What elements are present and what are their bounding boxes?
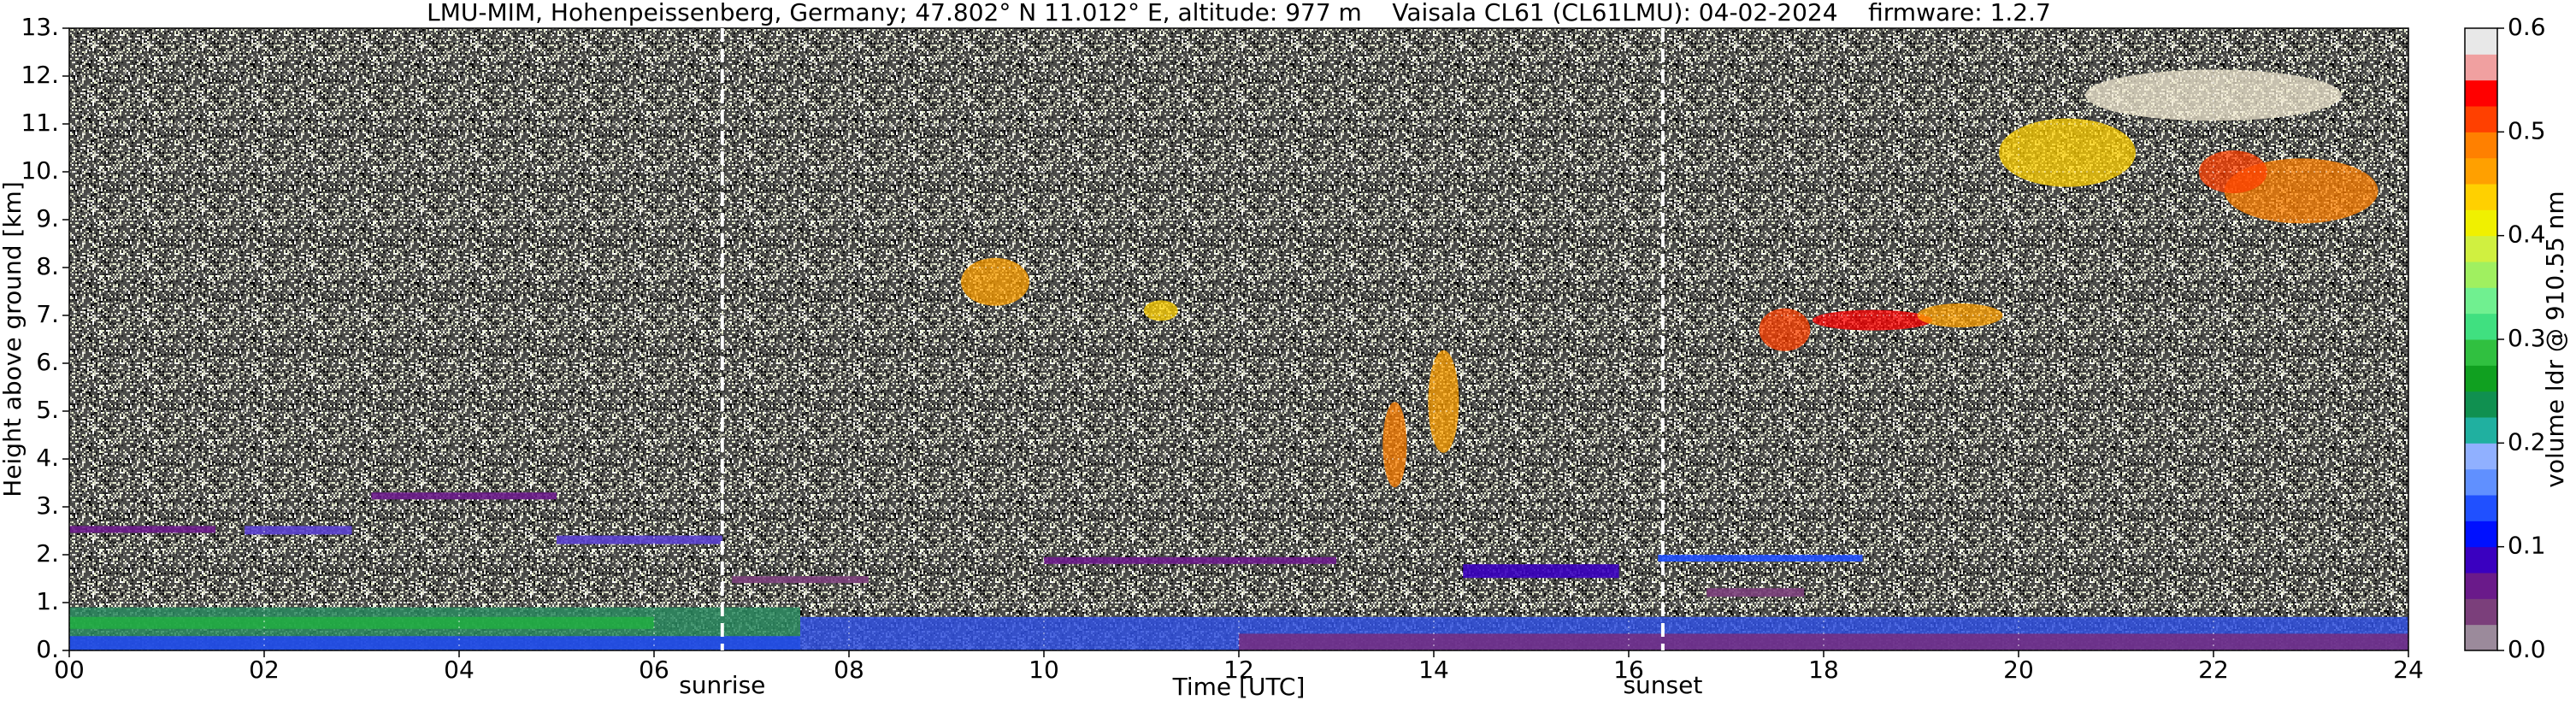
cloud-feature (1999, 118, 2136, 187)
y-tick-label: 1. (36, 587, 59, 615)
colorbar-swatch (2465, 573, 2497, 599)
colorbar-swatch (2465, 546, 2497, 574)
y-tick-label: 0. (36, 635, 59, 663)
cloud-layer (1707, 588, 1805, 597)
x-tick-label: 10 (1029, 656, 1059, 684)
x-tick-label: 02 (249, 656, 280, 684)
annotation-label: sunrise (679, 671, 765, 699)
cloud-feature (1917, 303, 2003, 327)
x-tick-label: 12 (1223, 656, 1254, 684)
colorbar-swatch (2465, 468, 2497, 496)
colorbar-swatch (2465, 235, 2497, 262)
x-tick-label: 14 (1418, 656, 1449, 684)
cloud-layer (1658, 555, 1863, 562)
colorbar-swatch (2465, 391, 2497, 418)
colorbar-swatch (2465, 262, 2497, 288)
cloud-feature (1143, 300, 1178, 321)
cloud-layer (371, 492, 557, 500)
colorbar-swatch (2465, 106, 2497, 132)
cloud-layer (245, 526, 352, 535)
cloud-feature (961, 257, 1029, 306)
plot-frame (68, 27, 2409, 651)
y-tick-label: 2. (36, 539, 59, 568)
colorbar-swatch (2465, 79, 2497, 107)
colorbar-swatch (2465, 287, 2497, 315)
cloud-feature (2198, 150, 2267, 193)
y-tick-label: 10. (21, 156, 59, 185)
boundary-layer (69, 636, 800, 650)
boundary-layer (69, 616, 654, 629)
cloud-feature (1813, 309, 1932, 331)
colorbar-swatch (2465, 365, 2497, 392)
x-axis-label: Time [UTC] (1172, 673, 1306, 701)
colorbar-swatch (2465, 132, 2497, 159)
x-tick-label: 04 (444, 656, 475, 684)
chart-title: LMU-MIM, Hohenpeissenberg, Germany; 47.8… (427, 0, 2051, 26)
colorbar-swatch (2465, 28, 2497, 55)
colorbar-swatch (2465, 54, 2497, 81)
colorbar-swatch (2465, 313, 2497, 340)
cloud-layer (1044, 556, 1336, 564)
x-tick-label: 20 (2003, 656, 2034, 684)
colorbar-tick-label: 0.0 (2508, 635, 2546, 663)
colorbar-swatch (2465, 598, 2497, 626)
colorbar-tick-label: 0.5 (2508, 116, 2546, 144)
colorbar-tick-label: 0.6 (2508, 13, 2546, 41)
x-tick-label: 08 (834, 656, 864, 684)
cloud-feature (1759, 308, 1811, 351)
colorbar-tick-label: 0.3 (2508, 324, 2546, 352)
colorbar-swatch (2465, 624, 2497, 651)
colorbar-swatch (2465, 209, 2497, 237)
y-tick-label: 7. (36, 300, 59, 328)
x-tick-label: 18 (1808, 656, 1839, 684)
colorbar-swatch (2465, 521, 2497, 548)
x-tick-label: 06 (639, 656, 669, 684)
y-axis-label: Height above ground [km] (0, 181, 27, 497)
colorbar-swatch (2465, 339, 2497, 366)
x-tick-label: 00 (54, 656, 85, 684)
cloud-feature (1382, 402, 1407, 488)
colorbar-tick-label: 0.2 (2508, 427, 2546, 456)
y-tick-label: 12. (21, 61, 59, 89)
colorbar-swatch (2465, 184, 2497, 210)
y-tick-label: 11. (21, 109, 59, 137)
annotation-label: sunset (1623, 671, 1702, 699)
x-tick-label: 24 (2393, 656, 2424, 684)
y-tick-label: 9. (36, 204, 59, 232)
colorbar-swatch (2465, 443, 2497, 470)
x-tick-label: 22 (2198, 656, 2229, 684)
colorbar-swatch (2465, 157, 2497, 185)
y-tick-label: 6. (36, 348, 59, 376)
colorbar-tick-label: 0.1 (2508, 532, 2546, 560)
colorbar-swatch (2465, 495, 2497, 521)
cloud-layer (557, 535, 722, 544)
boundary-layer (1239, 633, 2408, 650)
y-tick-label: 13. (21, 13, 59, 41)
x-tick-label: 16 (1613, 656, 1644, 684)
y-tick-label: 3. (36, 491, 59, 520)
y-tick-label: 8. (36, 252, 59, 280)
colorbar-swatch (2465, 417, 2497, 444)
y-tick-label: 5. (36, 396, 59, 424)
colorbar-label: volume ldr @ 910.55 nm (2541, 191, 2569, 487)
cloud-layer (732, 576, 869, 584)
cloud-feature (1428, 350, 1459, 453)
colorbar-tick-label: 0.4 (2508, 221, 2546, 249)
cloud-layer (1463, 564, 1619, 579)
cloud-layer (69, 526, 215, 533)
y-tick-label: 4. (36, 444, 59, 472)
